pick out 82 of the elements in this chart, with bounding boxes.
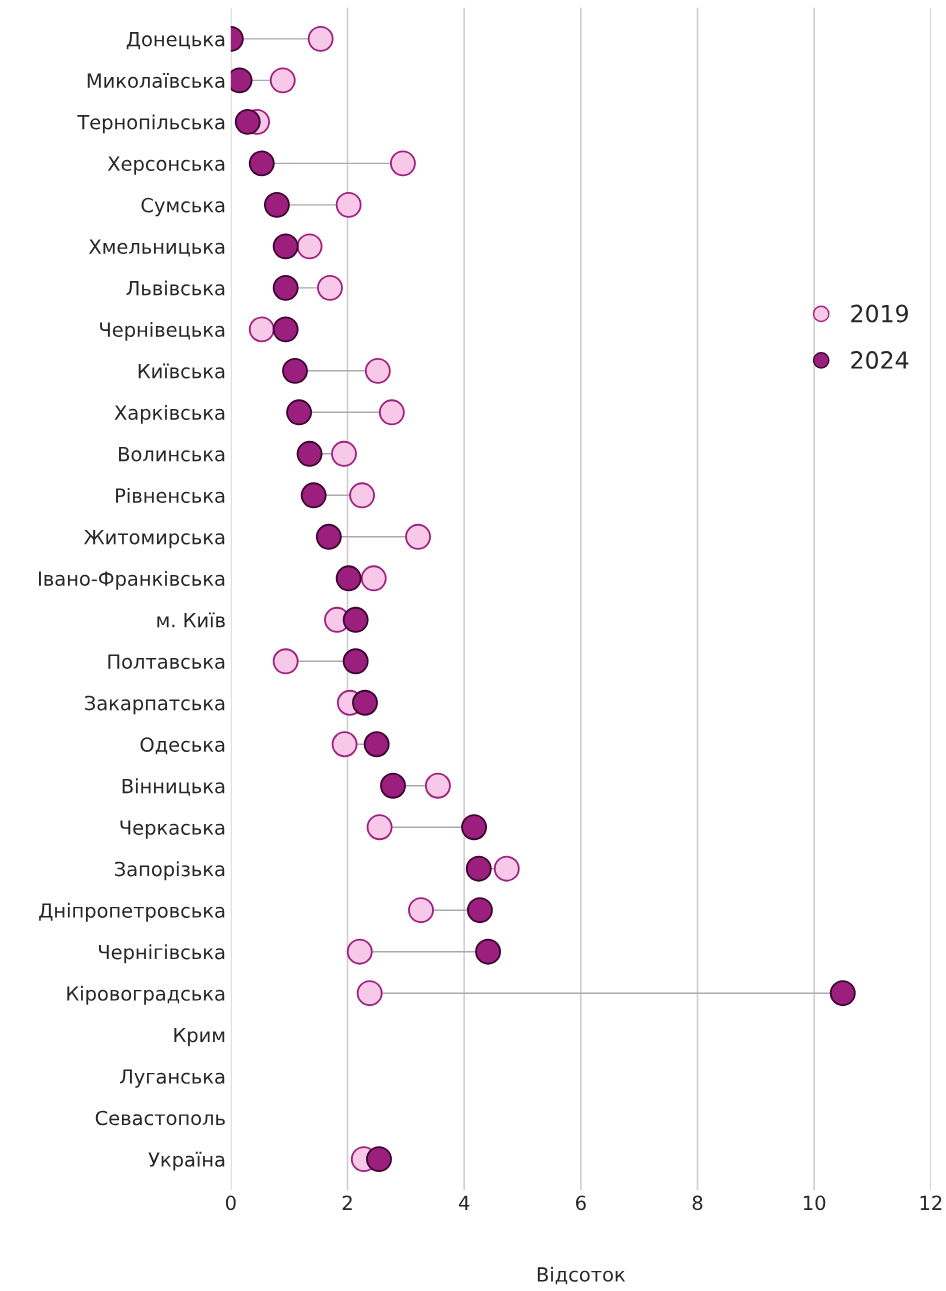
point — [282, 357, 308, 384]
x-tick-label: 4 — [458, 1195, 470, 1210]
y-tick-label: Чернівецька — [100, 321, 225, 341]
y-tick-label: Черкаська — [120, 820, 225, 839]
point — [360, 565, 387, 592]
point — [465, 855, 492, 882]
y-tick-label: Тернопільська — [77, 114, 225, 134]
y-tick-label: Волинська — [119, 447, 225, 462]
point — [272, 274, 299, 301]
point — [366, 1146, 392, 1173]
point — [352, 689, 378, 716]
point — [378, 399, 405, 426]
point — [331, 731, 358, 758]
point — [286, 399, 313, 426]
y-tick-label: Хмельницька — [89, 239, 225, 257]
y-tick-label: Полтавська — [108, 654, 225, 669]
y-tick-label: Запорізька — [115, 861, 225, 881]
y-tick-label: Севастополь — [95, 1110, 225, 1126]
x-tick-label: 10 — [803, 1195, 826, 1211]
point — [307, 25, 334, 52]
point — [272, 233, 299, 260]
x-tick-label: 8 — [692, 1195, 703, 1211]
point — [408, 897, 434, 924]
x-tick-label: 12 — [920, 1195, 942, 1210]
y-tick-label: Кіровоградська — [67, 985, 225, 1005]
point — [363, 731, 390, 758]
y-tick-label: Харківська — [114, 404, 225, 424]
point — [380, 772, 406, 799]
y-tick-label: Сумська — [141, 197, 225, 217]
y-tick-label: Луганська — [119, 1069, 225, 1088]
y-tick-label: Донецька — [126, 32, 225, 50]
point — [466, 897, 493, 924]
point — [829, 980, 856, 1007]
point — [248, 316, 275, 343]
point — [366, 814, 393, 841]
point — [234, 108, 261, 135]
x-tick-label: 6 — [576, 1195, 586, 1211]
point — [300, 482, 327, 509]
x-axis-title: Відсоток — [537, 1266, 626, 1285]
y-tick-label: Київська — [138, 363, 225, 379]
y-tick-label: Україна — [148, 1151, 225, 1171]
y-tick-label: Чернігівська — [98, 944, 225, 964]
point — [424, 772, 451, 799]
point — [342, 648, 369, 675]
y-tick-label: Закарпатська — [85, 695, 225, 715]
point — [493, 855, 520, 882]
point — [342, 606, 369, 633]
x-tick-label: 0 — [225, 1195, 236, 1211]
point — [335, 191, 362, 218]
point — [315, 523, 342, 550]
y-tick-label: Одеська — [140, 737, 225, 755]
y-tick-label: Миколаївська — [87, 73, 225, 89]
point — [461, 814, 488, 841]
point — [475, 938, 502, 965]
point — [346, 938, 373, 965]
point — [296, 440, 323, 467]
y-tick-label: Вінницька — [122, 778, 225, 796]
y-tick-label: Львівська — [126, 280, 225, 296]
point — [356, 980, 383, 1007]
y-tick-label: Рівненська — [116, 487, 225, 503]
point — [272, 316, 299, 343]
x-tick-label: 2 — [342, 1195, 352, 1210]
y-tick-label: Херсонська — [107, 156, 225, 175]
y-tick-label: Житомирська — [84, 530, 225, 549]
point — [389, 150, 416, 177]
point — [263, 191, 290, 218]
point — [317, 274, 343, 301]
y-tick-label: Дніпропетровська — [39, 902, 225, 922]
y-tick-label: Крим — [174, 1027, 225, 1047]
point — [364, 357, 391, 384]
point — [248, 150, 275, 177]
point — [349, 482, 376, 509]
point — [331, 440, 357, 467]
point — [272, 648, 299, 675]
point — [296, 233, 323, 260]
point — [405, 523, 432, 550]
y-tick-label: м. Київ — [157, 612, 225, 628]
legend-label: 2024 — [851, 351, 909, 369]
y-tick-label: Івано-Франківська — [39, 570, 225, 590]
legend-label: 2019 — [851, 304, 908, 323]
point — [269, 67, 296, 94]
point — [335, 565, 362, 592]
